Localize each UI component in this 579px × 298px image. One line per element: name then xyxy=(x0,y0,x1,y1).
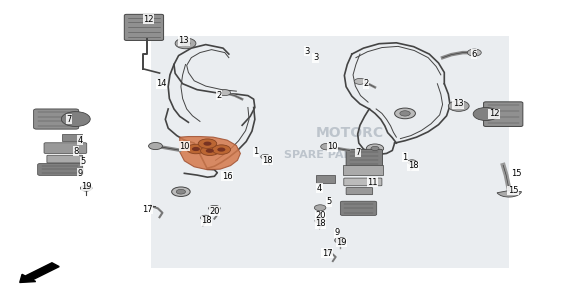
Text: 12: 12 xyxy=(144,15,154,24)
Circle shape xyxy=(367,144,384,153)
Text: 18: 18 xyxy=(408,161,419,170)
Text: 4: 4 xyxy=(317,184,322,193)
Circle shape xyxy=(61,112,90,126)
Text: 7: 7 xyxy=(355,148,360,157)
Text: 18: 18 xyxy=(201,216,212,225)
Text: 3: 3 xyxy=(313,53,318,62)
Text: 19: 19 xyxy=(81,181,91,191)
FancyBboxPatch shape xyxy=(346,187,373,195)
FancyBboxPatch shape xyxy=(34,109,79,129)
Circle shape xyxy=(371,146,379,150)
Text: 2: 2 xyxy=(217,91,222,100)
Text: 18: 18 xyxy=(262,156,273,165)
Text: 14: 14 xyxy=(156,79,167,88)
Text: 16: 16 xyxy=(222,172,232,181)
FancyBboxPatch shape xyxy=(344,178,382,186)
Circle shape xyxy=(176,189,185,194)
Circle shape xyxy=(200,146,219,156)
Text: 20: 20 xyxy=(316,211,326,220)
Circle shape xyxy=(208,205,220,211)
Text: 15: 15 xyxy=(511,169,522,178)
Text: 17: 17 xyxy=(322,249,332,258)
Circle shape xyxy=(395,108,415,119)
Text: 6: 6 xyxy=(472,49,477,59)
Circle shape xyxy=(206,149,214,153)
Circle shape xyxy=(181,41,190,46)
Text: 8: 8 xyxy=(73,147,79,156)
Text: 19: 19 xyxy=(336,238,347,247)
Text: 10: 10 xyxy=(179,142,190,150)
Circle shape xyxy=(261,154,270,159)
Circle shape xyxy=(454,104,463,108)
Text: 1: 1 xyxy=(254,148,259,156)
Circle shape xyxy=(171,187,190,196)
Text: 18: 18 xyxy=(316,219,326,228)
Circle shape xyxy=(175,38,196,49)
Bar xyxy=(151,36,509,268)
FancyBboxPatch shape xyxy=(340,201,377,215)
Circle shape xyxy=(335,238,346,243)
Circle shape xyxy=(354,78,366,84)
Wedge shape xyxy=(497,190,522,197)
Text: MOTORC: MOTORC xyxy=(316,126,384,140)
Text: 10: 10 xyxy=(327,142,338,151)
Text: 1: 1 xyxy=(402,153,408,162)
Text: 2: 2 xyxy=(363,79,368,88)
Circle shape xyxy=(149,142,163,150)
Text: 9: 9 xyxy=(334,228,339,237)
FancyArrow shape xyxy=(20,263,59,283)
Circle shape xyxy=(192,147,200,151)
Circle shape xyxy=(408,160,416,164)
Circle shape xyxy=(200,215,211,221)
Circle shape xyxy=(400,111,410,116)
Circle shape xyxy=(203,142,211,146)
Circle shape xyxy=(473,108,499,120)
Circle shape xyxy=(315,218,325,224)
Text: 11: 11 xyxy=(368,178,378,187)
Text: 17: 17 xyxy=(142,205,153,214)
Text: 15: 15 xyxy=(508,186,518,195)
Text: 12: 12 xyxy=(489,109,499,119)
Text: 5: 5 xyxy=(80,157,85,166)
Text: 7: 7 xyxy=(66,115,72,124)
Circle shape xyxy=(217,148,225,152)
FancyBboxPatch shape xyxy=(346,149,383,167)
Text: 13: 13 xyxy=(453,100,463,108)
Text: 20: 20 xyxy=(209,207,219,216)
FancyBboxPatch shape xyxy=(47,155,83,163)
Circle shape xyxy=(80,185,92,191)
FancyBboxPatch shape xyxy=(38,164,83,176)
FancyBboxPatch shape xyxy=(316,175,335,183)
Circle shape xyxy=(198,139,217,148)
Text: 3: 3 xyxy=(304,46,310,56)
Circle shape xyxy=(314,205,326,211)
FancyBboxPatch shape xyxy=(44,143,87,153)
Text: 5: 5 xyxy=(326,197,331,206)
Circle shape xyxy=(467,49,481,56)
Circle shape xyxy=(448,101,469,111)
Circle shape xyxy=(321,143,334,150)
Circle shape xyxy=(186,144,205,154)
FancyBboxPatch shape xyxy=(62,134,82,141)
Text: 13: 13 xyxy=(178,36,189,45)
Text: SPARE PARTS: SPARE PARTS xyxy=(284,150,367,160)
FancyBboxPatch shape xyxy=(483,102,523,126)
Text: 4: 4 xyxy=(78,136,83,145)
Text: 9: 9 xyxy=(78,169,83,178)
Circle shape xyxy=(219,90,230,96)
FancyBboxPatch shape xyxy=(343,165,383,175)
FancyBboxPatch shape xyxy=(124,14,164,41)
Polygon shape xyxy=(179,136,240,170)
Circle shape xyxy=(212,145,230,154)
